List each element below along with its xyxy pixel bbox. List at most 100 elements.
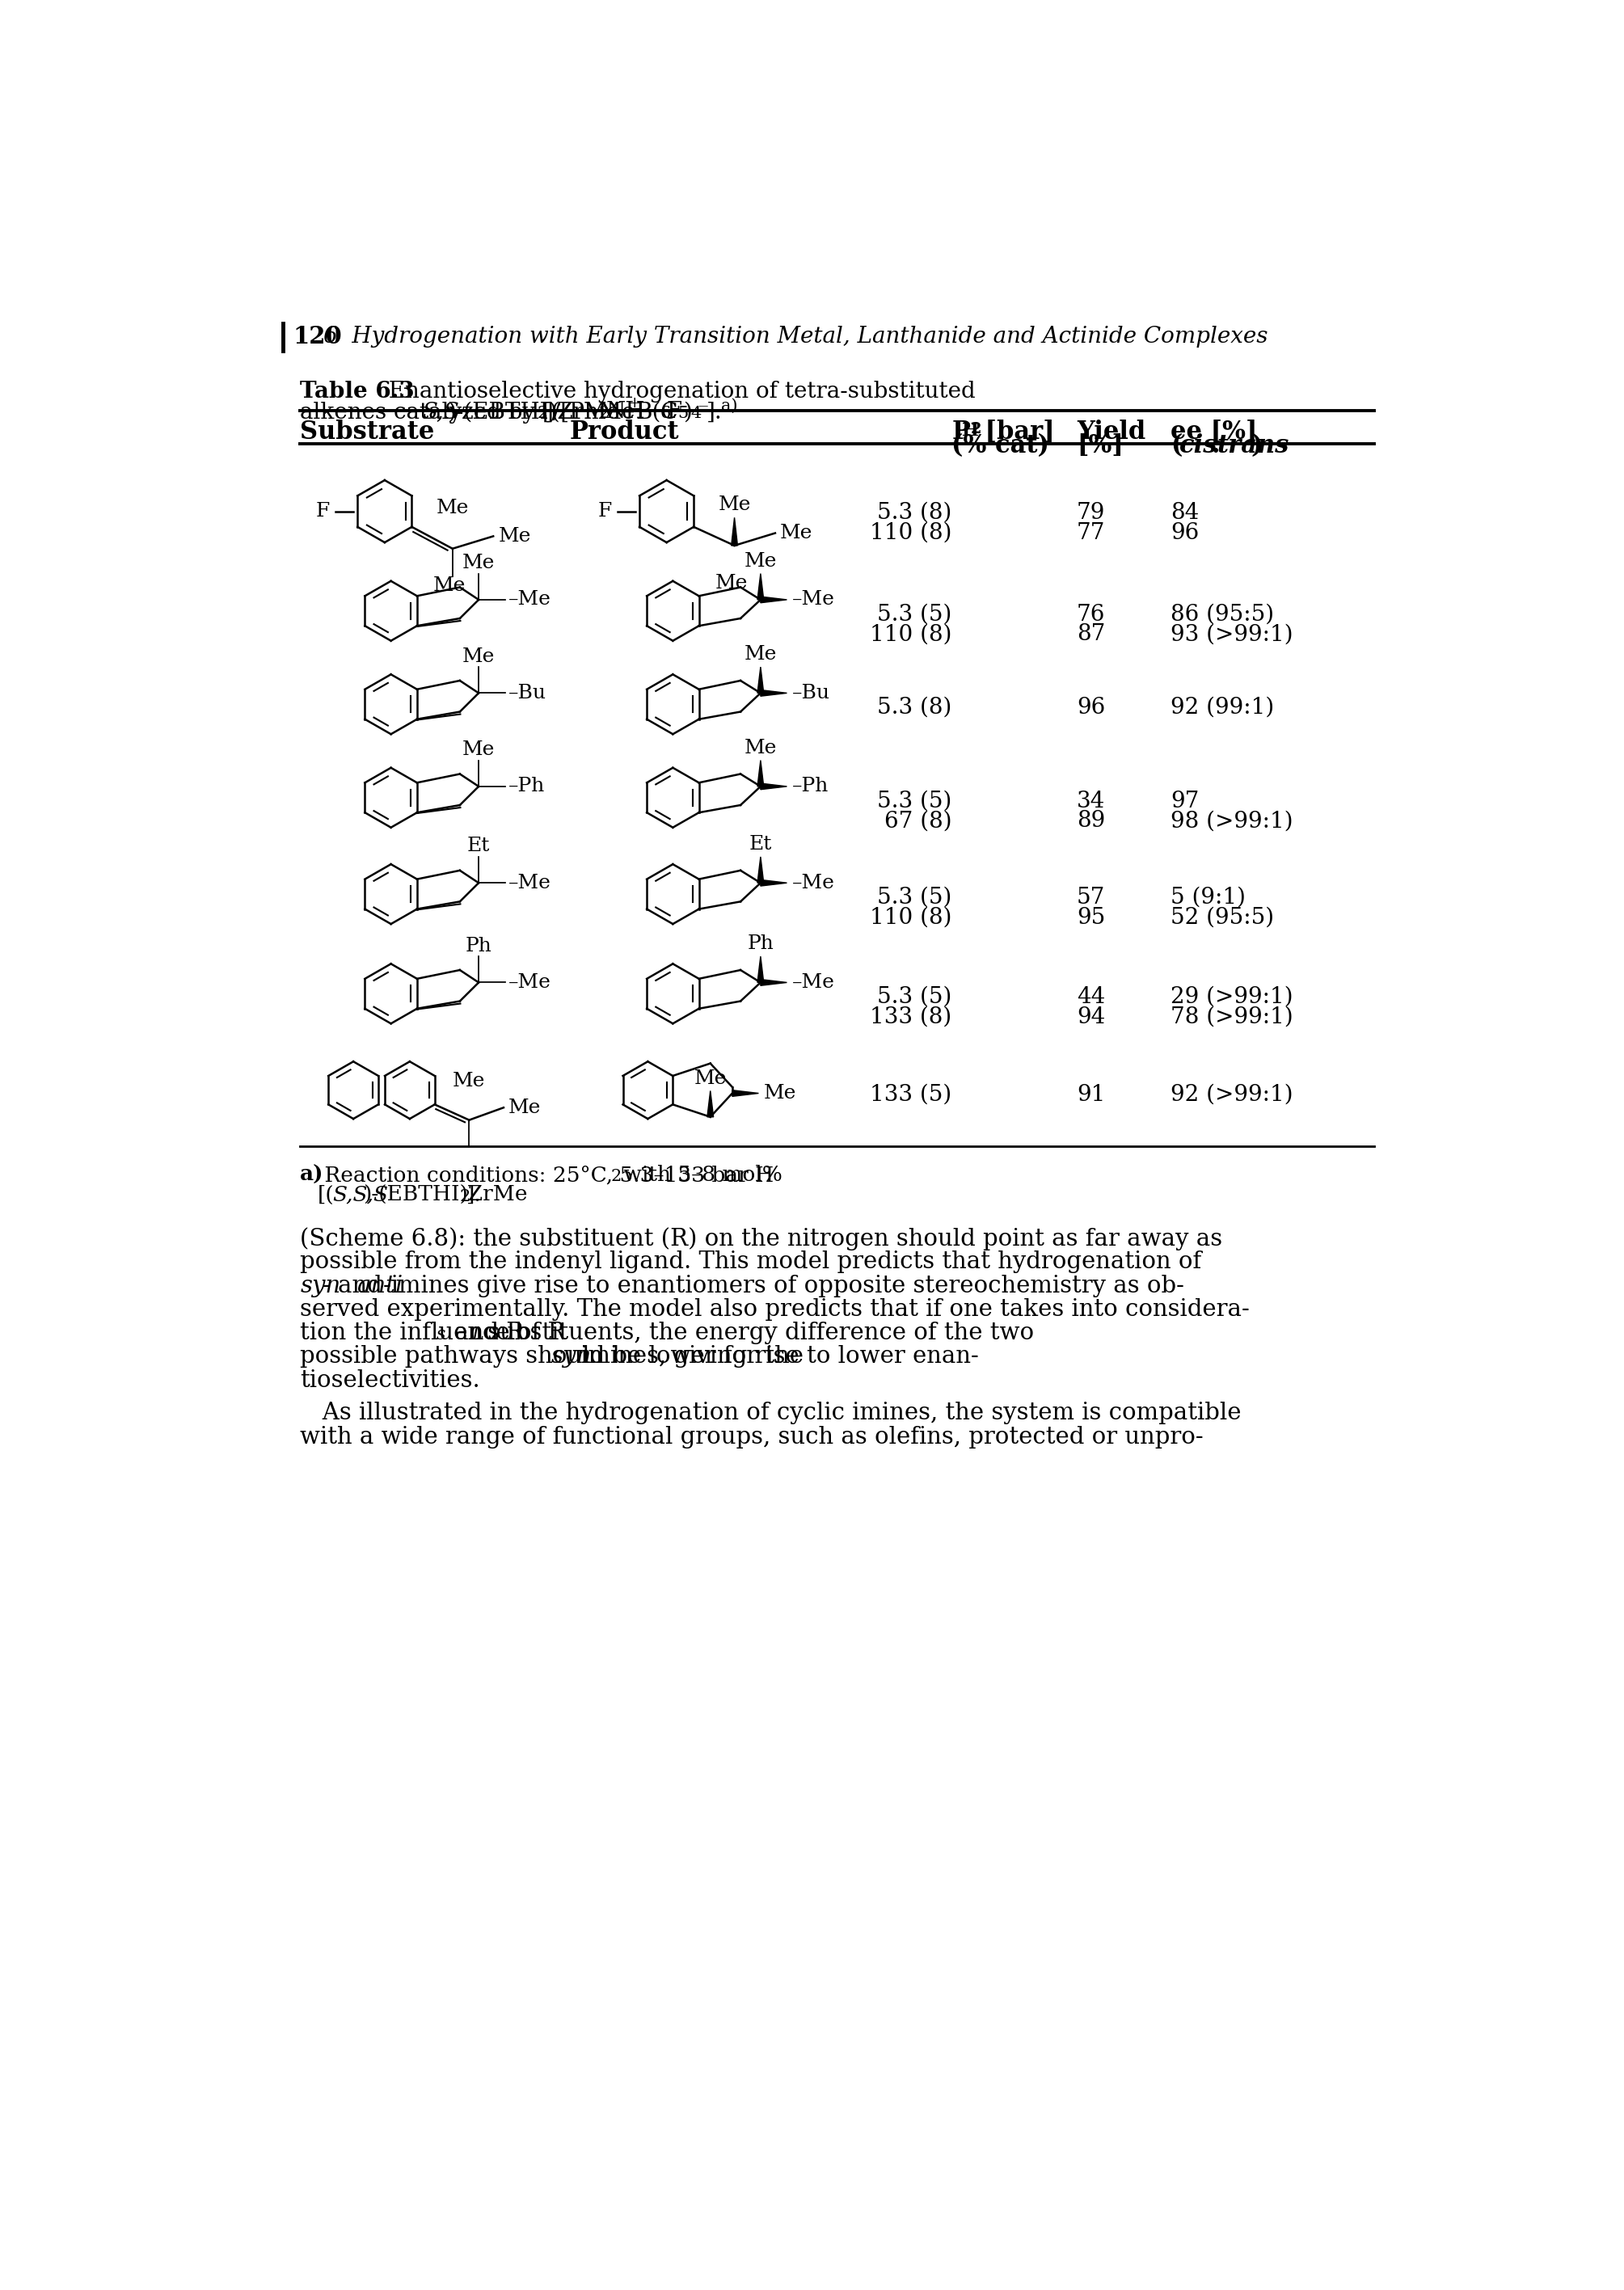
Text: -imines give rise to enantiomers of opposite stereochemistry as ob-: -imines give rise to enantiomers of oppo…	[383, 1276, 1184, 1296]
Text: - and: - and	[323, 1276, 390, 1296]
Text: 98 (>99:1): 98 (>99:1)	[1171, 811, 1293, 831]
Text: 133 (5): 133 (5)	[870, 1083, 952, 1106]
Text: 94: 94	[1077, 1005, 1106, 1028]
Text: ee [%]: ee [%]	[1171, 419, 1259, 444]
Text: 5.3 (5): 5.3 (5)	[877, 987, 952, 1008]
Text: Product: Product	[570, 419, 679, 444]
Text: with 5–8 mol%: with 5–8 mol%	[617, 1166, 783, 1184]
Text: Yield: Yield	[1077, 419, 1147, 444]
Text: (: (	[1171, 433, 1182, 458]
Polygon shape	[757, 957, 763, 982]
Text: –Bu: –Bu	[793, 685, 830, 703]
Text: possible pathways should be lower for the: possible pathways should be lower for th…	[300, 1344, 812, 1367]
Text: 5.3 (5): 5.3 (5)	[877, 790, 952, 813]
Text: tioselectivities.: tioselectivities.	[300, 1369, 481, 1392]
Text: F: F	[315, 502, 330, 520]
Text: Me: Me	[463, 648, 495, 666]
Text: 2: 2	[538, 405, 547, 421]
Polygon shape	[760, 980, 788, 985]
Text: 52 (95:5): 52 (95:5)	[1171, 907, 1275, 927]
Text: 86 (95:5): 86 (95:5)	[1171, 605, 1275, 625]
Text: 110 (8): 110 (8)	[869, 623, 952, 646]
Text: Me: Me	[744, 740, 776, 758]
Text: Me: Me	[508, 1099, 541, 1118]
Text: 91: 91	[1077, 1083, 1106, 1106]
Text: 78 (>99:1): 78 (>99:1)	[1171, 1005, 1294, 1028]
Text: anti: anti	[357, 1276, 403, 1296]
Text: 29 (>99:1): 29 (>99:1)	[1171, 987, 1293, 1008]
Polygon shape	[760, 598, 788, 602]
Text: (Scheme 6.8): the substituent (R) on the nitrogen should point as far away as: (Scheme 6.8): the substituent (R) on the…	[300, 1227, 1223, 1250]
Text: Et: Et	[468, 836, 490, 856]
Text: 5 (9:1): 5 (9:1)	[1171, 886, 1246, 909]
Text: 79: 79	[1077, 502, 1106, 524]
Text: 57: 57	[1077, 886, 1106, 909]
Text: Me: Me	[718, 497, 750, 515]
Text: substituents, the energy difference of the two: substituents, the energy difference of t…	[481, 1321, 1034, 1344]
Text: 84: 84	[1171, 502, 1200, 524]
Text: with a wide range of functional groups, such as olefins, protected or unpro-: with a wide range of functional groups, …	[300, 1427, 1203, 1447]
Text: –Me: –Me	[508, 973, 552, 992]
Text: Me: Me	[763, 1083, 796, 1101]
Text: –Me: –Me	[508, 591, 552, 609]
Text: 2: 2	[971, 421, 981, 435]
Text: 96: 96	[1171, 522, 1200, 543]
Text: –Me: –Me	[508, 872, 552, 893]
Text: 96: 96	[1077, 696, 1106, 719]
Text: ): )	[684, 401, 692, 424]
Text: trans: trans	[1216, 433, 1289, 458]
Text: H: H	[963, 421, 979, 440]
Text: a): a)	[300, 1166, 323, 1184]
Text: 34: 34	[1077, 790, 1106, 813]
Text: –Me: –Me	[793, 973, 835, 992]
Text: Reaction conditions: 25°C, 5.3–133 bar H: Reaction conditions: 25°C, 5.3–133 bar H	[318, 1166, 773, 1184]
Polygon shape	[732, 1090, 758, 1097]
Text: 44: 44	[1077, 987, 1106, 1008]
Text: 76: 76	[1077, 605, 1106, 625]
Text: –Ph: –Ph	[793, 776, 828, 795]
Polygon shape	[731, 518, 737, 545]
Polygon shape	[760, 879, 788, 886]
Text: –Me: –Me	[793, 872, 835, 893]
Text: Me: Me	[744, 552, 776, 570]
Text: Et: Et	[749, 836, 771, 854]
Polygon shape	[757, 572, 763, 600]
Text: alkenes catalyzed by [(: alkenes catalyzed by [(	[300, 401, 560, 424]
Polygon shape	[760, 689, 788, 696]
Text: 5.3 (8): 5.3 (8)	[877, 502, 952, 524]
Text: S,S: S,S	[422, 401, 460, 424]
Text: 97: 97	[1171, 790, 1200, 813]
Text: 92 (>99:1): 92 (>99:1)	[1171, 1083, 1293, 1106]
Text: Table 6.3: Table 6.3	[300, 380, 414, 403]
Text: NH: NH	[606, 401, 645, 424]
Text: Ph: Ph	[466, 937, 492, 955]
Text: ): )	[1250, 433, 1263, 458]
Text: 5: 5	[677, 405, 689, 421]
Text: F: F	[666, 401, 682, 424]
Text: Enantioselective hydrogenation of tetra-substituted: Enantioselective hydrogenation of tetra-…	[374, 380, 976, 403]
Text: 5.3 (5): 5.3 (5)	[877, 886, 952, 909]
Text: 95: 95	[1077, 907, 1106, 927]
Text: 6: 6	[661, 405, 671, 421]
Text: 4: 4	[690, 405, 702, 421]
Text: :: :	[1203, 433, 1229, 458]
Text: possible from the indenyl ligand. This model predicts that hydrogenation of: possible from the indenyl ligand. This m…	[300, 1250, 1202, 1273]
Text: 92 (99:1): 92 (99:1)	[1171, 696, 1275, 719]
Text: 89: 89	[1077, 811, 1106, 831]
Polygon shape	[757, 666, 763, 694]
Text: As illustrated in the hydrogenation of cyclic imines, the system is compatible: As illustrated in the hydrogenation of c…	[300, 1401, 1241, 1424]
Text: 2: 2	[460, 1189, 471, 1205]
Text: –Ph: –Ph	[508, 776, 546, 795]
Text: Me: Me	[780, 524, 814, 543]
Text: Ph: Ph	[747, 934, 775, 953]
Text: syn: syn	[300, 1276, 341, 1296]
Text: 2: 2	[598, 405, 609, 421]
Text: Me: Me	[437, 499, 469, 518]
Text: Me: Me	[463, 554, 495, 572]
Text: +: +	[628, 396, 641, 410]
Text: 5.3 (5): 5.3 (5)	[877, 605, 952, 625]
Text: Me: Me	[715, 572, 747, 593]
Text: ]/[PhMe: ]/[PhMe	[546, 401, 637, 424]
Text: 110 (8): 110 (8)	[869, 907, 952, 927]
Polygon shape	[706, 1090, 713, 1118]
